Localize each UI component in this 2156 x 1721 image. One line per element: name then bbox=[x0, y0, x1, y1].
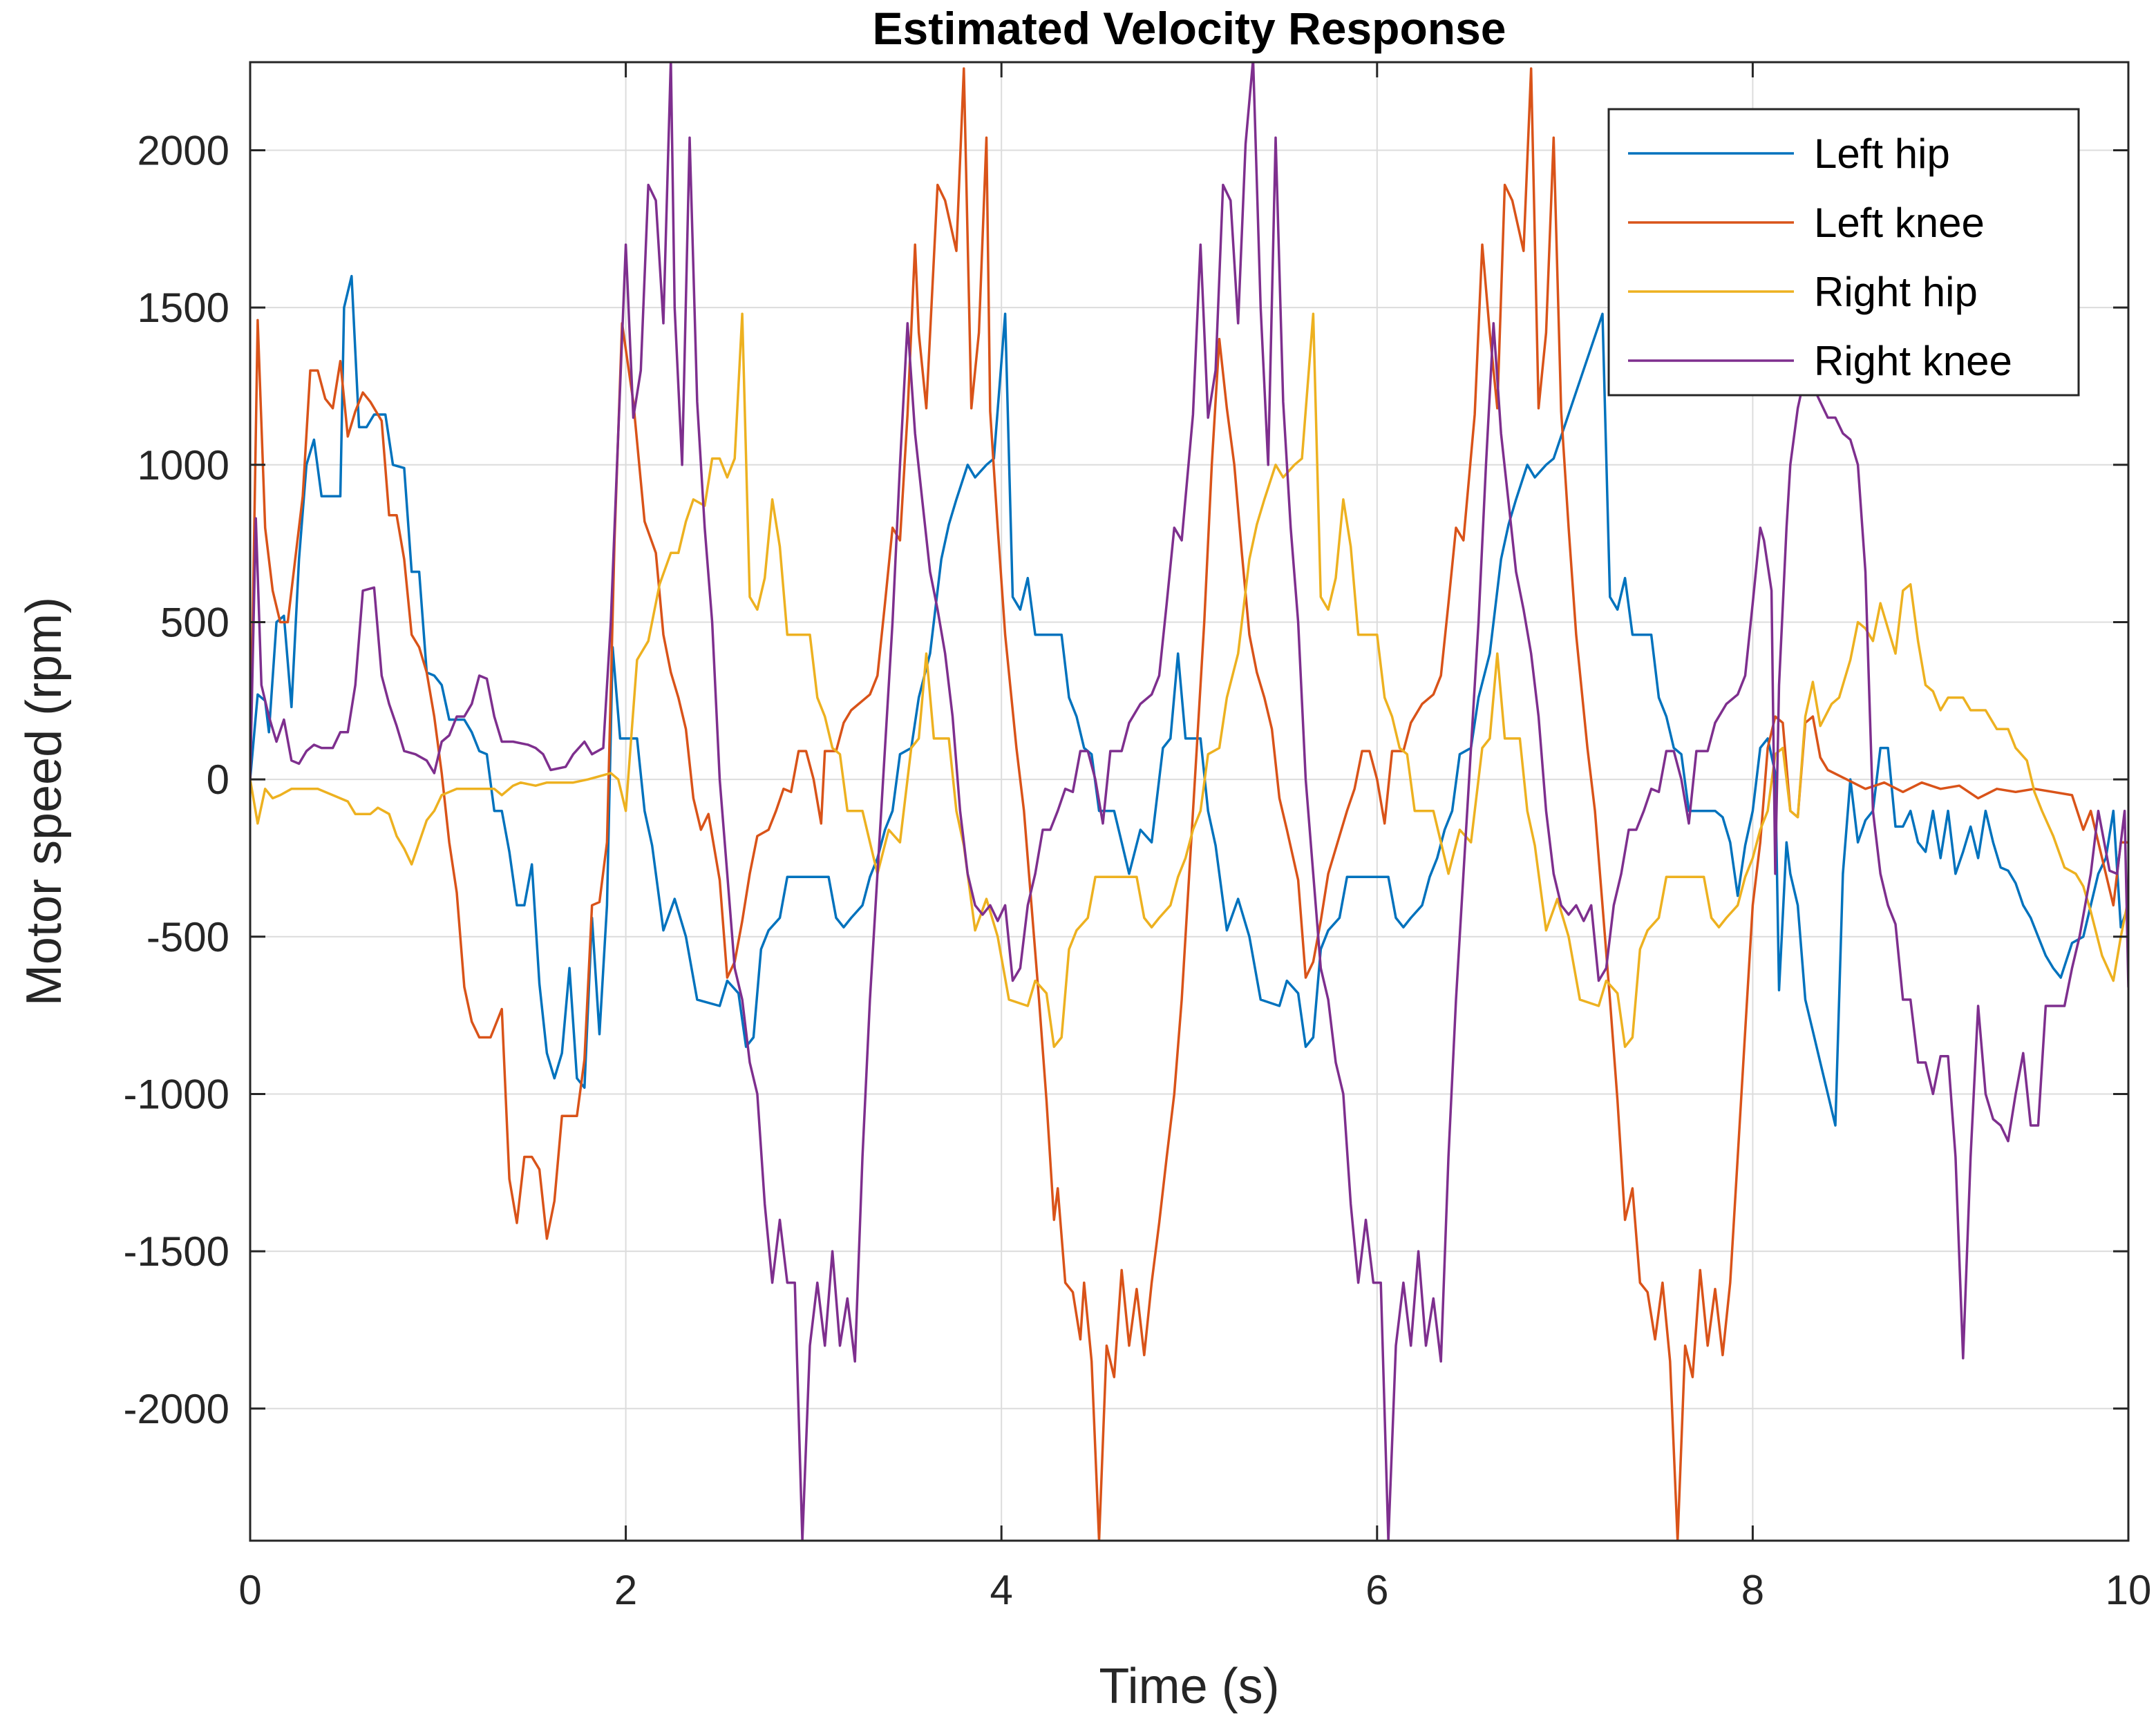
legend-label: Right knee bbox=[1814, 338, 2012, 384]
y-tick-label: 2000 bbox=[138, 127, 229, 173]
y-tick-label: -1000 bbox=[124, 1071, 229, 1117]
series-line-left-knee bbox=[250, 67, 2128, 1541]
x-tick-label: 6 bbox=[1365, 1567, 1388, 1613]
y-tick-label: 0 bbox=[207, 757, 229, 803]
x-tick-label: 8 bbox=[1741, 1567, 1764, 1613]
series-line-left-hip bbox=[250, 274, 2128, 1127]
y-tick-label: -2000 bbox=[124, 1386, 229, 1432]
legend-label: Right hip bbox=[1814, 269, 1978, 315]
legend-label: Left knee bbox=[1814, 200, 1985, 246]
axis-ticks: 0 2 4 6 8 10 -2000 -1500 -1000 -500 0 500 1000 1500 20… bbox=[124, 62, 2152, 1613]
y-tick-label: -500 bbox=[146, 914, 229, 960]
y-tick-label: 1500 bbox=[138, 285, 229, 331]
legend-box bbox=[1607, 108, 2080, 397]
chart-title: Estimated Velocity Response bbox=[872, 3, 1506, 54]
legend: Left hip Left knee Right hip Right knee bbox=[1607, 108, 2080, 397]
axes-frame bbox=[249, 61, 2130, 1542]
x-tick-label: 0 bbox=[238, 1567, 261, 1613]
x-axis-label: Time (s) bbox=[1099, 1659, 1279, 1714]
y-tick-label: 500 bbox=[160, 599, 229, 645]
legend-label: Left hip bbox=[1814, 131, 1950, 177]
x-tick-label: 2 bbox=[614, 1567, 637, 1613]
x-tick-label: 4 bbox=[990, 1567, 1013, 1613]
y-tick-label: -1500 bbox=[124, 1228, 229, 1275]
y-tick-label: 1000 bbox=[138, 442, 229, 488]
series-line-right-hip bbox=[250, 312, 2128, 1048]
y-axis-label: Motor speed (rpm) bbox=[17, 597, 72, 1006]
x-tick-label: 10 bbox=[2106, 1567, 2152, 1613]
